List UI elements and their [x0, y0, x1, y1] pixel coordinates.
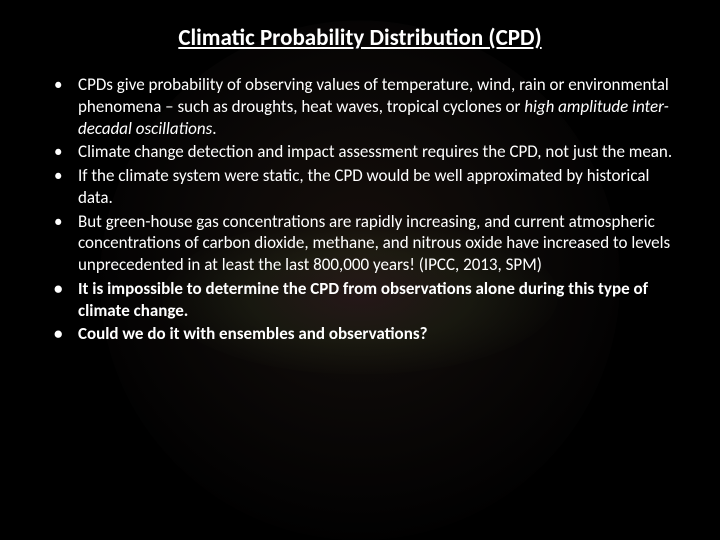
- bullet-text-pre: If the climate system were static, the C…: [78, 165, 649, 208]
- slide-title: Climatic Probability Distribution (CPD): [36, 24, 684, 52]
- bullet-text-post: .: [212, 118, 216, 139]
- list-item: Could we do it with ensembles and observ…: [78, 323, 684, 345]
- bullet-text-pre: Climate change detection and impact asse…: [78, 141, 672, 162]
- bullet-text-pre: But green-house gas concentrations are r…: [78, 211, 670, 276]
- list-item: But green-house gas concentrations are r…: [78, 211, 684, 276]
- list-item: CPDs give probability of observing value…: [78, 74, 684, 139]
- bullet-list: CPDs give probability of observing value…: [36, 74, 684, 345]
- list-item: If the climate system were static, the C…: [78, 165, 684, 209]
- slide-container: Climatic Probability Distribution (CPD) …: [0, 0, 720, 540]
- bullet-text-pre: It is impossible to determine the CPD fr…: [78, 278, 648, 321]
- list-item: It is impossible to determine the CPD fr…: [78, 278, 684, 322]
- list-item: Climate change detection and impact asse…: [78, 141, 684, 163]
- bullet-text-pre: Could we do it with ensembles and observ…: [78, 323, 427, 344]
